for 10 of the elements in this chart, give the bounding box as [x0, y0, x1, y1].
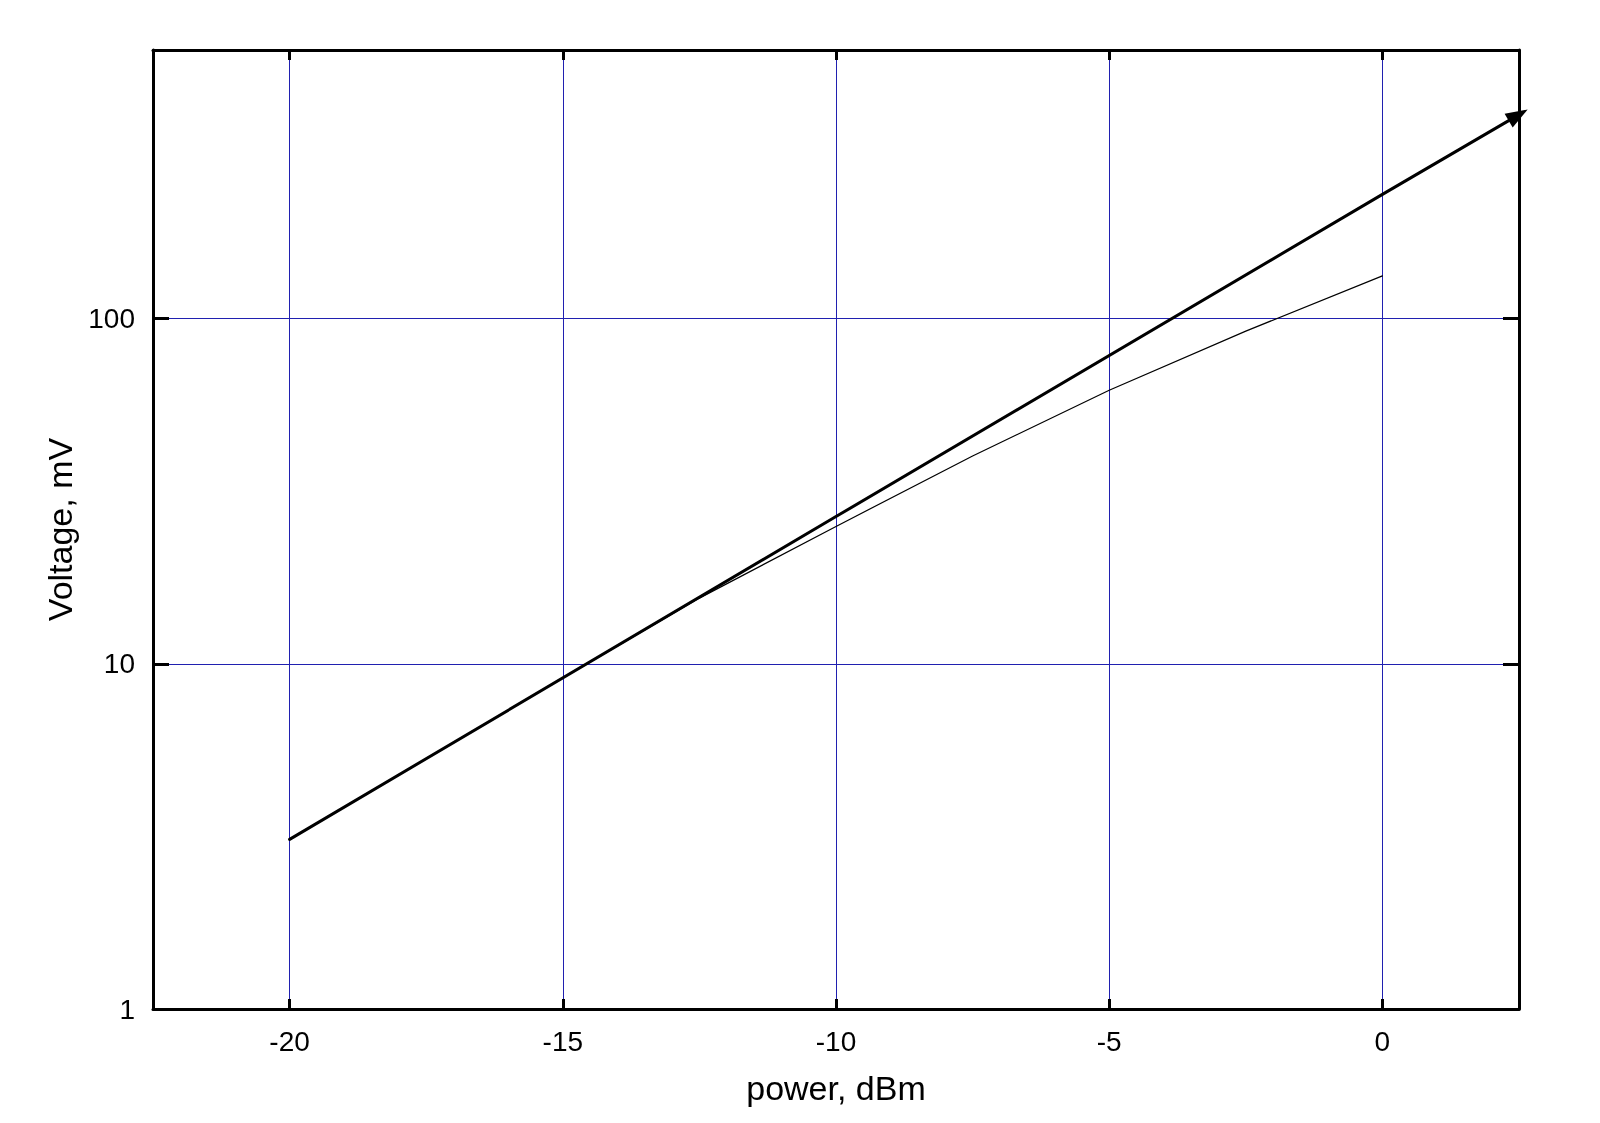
y-tick-label: 10 — [103, 648, 135, 680]
y-tick-label: 1 — [119, 993, 135, 1025]
x-tick-label: 0 — [1374, 1025, 1391, 1057]
x-tick-label: -5 — [1096, 1025, 1122, 1057]
x-tick-label: -15 — [542, 1025, 584, 1057]
x-tick-label: -20 — [269, 1025, 310, 1057]
x-tick-label: -10 — [815, 1025, 857, 1057]
y-axis-title: Voltage, mV — [41, 437, 80, 622]
x-axis-title: power, dBm — [746, 1069, 926, 1107]
y-tick-label: 100 — [88, 303, 135, 335]
